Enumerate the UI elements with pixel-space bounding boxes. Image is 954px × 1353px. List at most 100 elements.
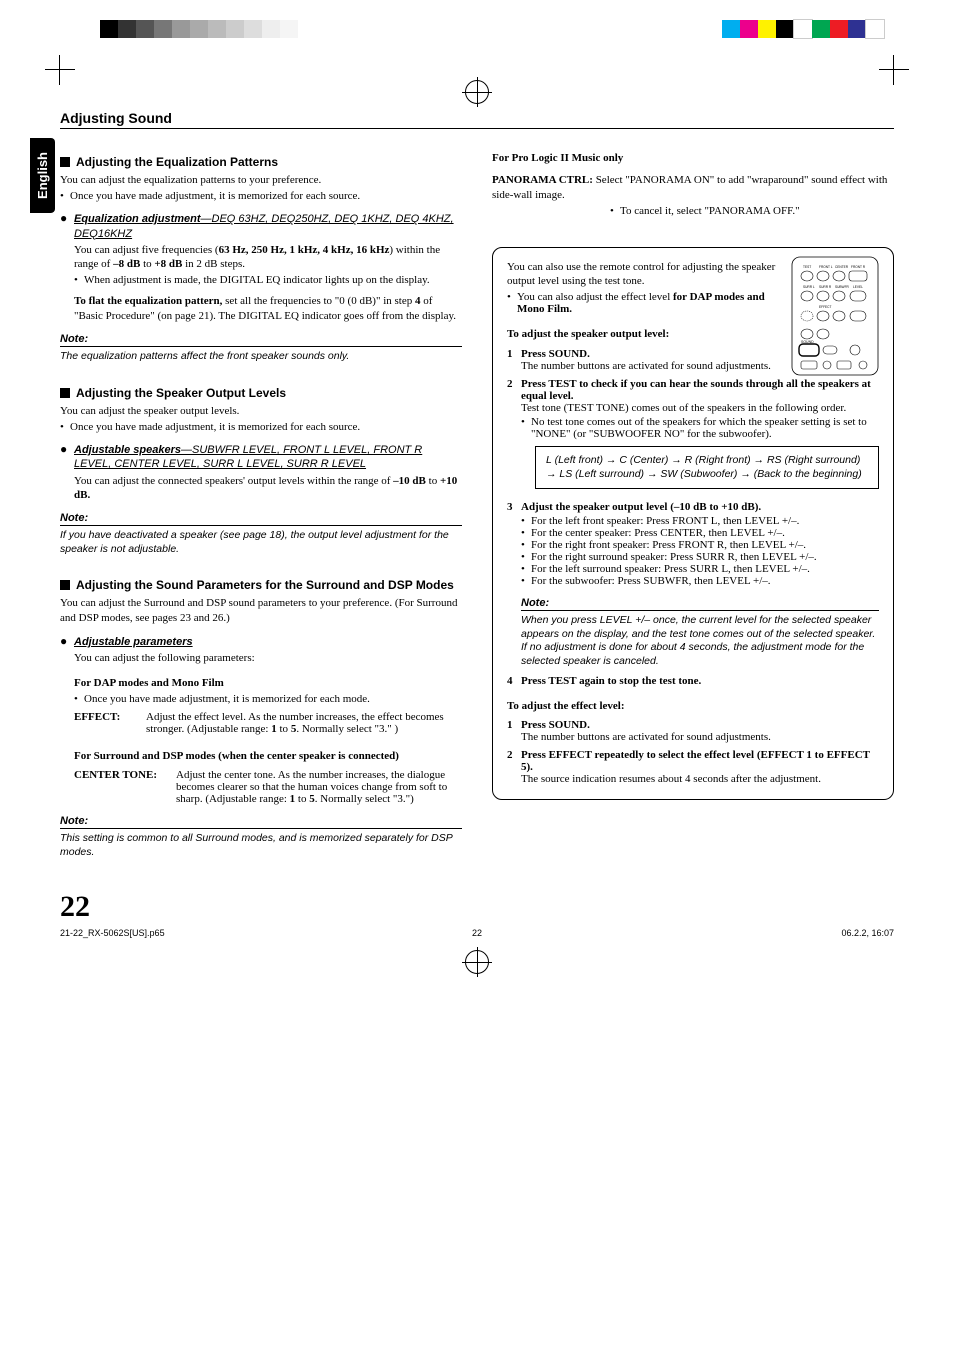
bar-swatch bbox=[100, 20, 118, 38]
bullet-line: • Once you have made adjustment, it is m… bbox=[74, 693, 462, 705]
heading-text: Adjusting the Sound Parameters for the S… bbox=[76, 578, 454, 592]
heading-speaker-levels: Adjusting the Speaker Output Levels bbox=[60, 386, 462, 400]
bullet-line: •For the right surround speaker: Press S… bbox=[521, 551, 879, 563]
subheading-text: Adjustable parameters bbox=[74, 635, 193, 649]
bullet-text: Once you have made adjustment, it is mem… bbox=[70, 190, 360, 202]
bar-swatch bbox=[172, 20, 190, 38]
bar-swatch bbox=[812, 20, 830, 38]
bullet-text: For the right surround speaker: Press SU… bbox=[531, 551, 817, 563]
paragraph: You can adjust five frequencies (63 Hz, … bbox=[74, 243, 462, 272]
definition-center-tone: CENTER TONE: Adjust the center tone. As … bbox=[74, 769, 462, 805]
svg-text:CENTER: CENTER bbox=[835, 265, 849, 269]
bullet-line: •For the right front speaker: Press FRON… bbox=[521, 539, 879, 551]
step-2: 2 Press TEST to check if you can hear th… bbox=[507, 378, 879, 495]
bullet-text: For the subwoofer: Press SUBWFR, then LE… bbox=[531, 575, 771, 587]
bullet-text: For the left surround speaker: Press SUR… bbox=[531, 563, 810, 575]
svg-text:TEST: TEST bbox=[803, 265, 811, 269]
heading-marker-icon bbox=[60, 580, 70, 590]
bar-swatch bbox=[830, 20, 848, 38]
definition-value: Adjust the center tone. As the number in… bbox=[176, 769, 462, 805]
footer-page: 22 bbox=[472, 928, 482, 938]
bullet-text: Once you have made adjustment, it is mem… bbox=[70, 421, 360, 433]
bar-swatch bbox=[776, 20, 794, 38]
remote-control-icon: TEST FRONT L CENTER FRONT R SURR L SURR … bbox=[791, 256, 879, 376]
color-bars bbox=[722, 20, 884, 38]
bullet-line: •For the left surround speaker: Press SU… bbox=[521, 563, 879, 575]
bar-swatch bbox=[794, 20, 812, 38]
bar-swatch bbox=[244, 20, 262, 38]
section-title: Adjusting Sound bbox=[60, 110, 894, 129]
note-heading: Note: bbox=[60, 815, 462, 829]
note-body: When you press LEVEL +/– once, the curre… bbox=[521, 614, 879, 669]
heading-eq: Adjusting the Equalization Patterns bbox=[60, 155, 462, 169]
definition-key: EFFECT: bbox=[74, 711, 146, 735]
note-body: The equalization patterns affect the fro… bbox=[60, 350, 462, 364]
registration-mark bbox=[465, 950, 489, 974]
heading-text: Adjusting the Speaker Output Levels bbox=[76, 386, 286, 400]
dot-icon: ● bbox=[60, 635, 68, 649]
bullet-line: • You can also adjust the effect level f… bbox=[507, 291, 779, 315]
procedure-list: 1 Press SOUND. The number buttons are ac… bbox=[507, 348, 879, 687]
bar-swatch bbox=[154, 20, 172, 38]
bullet-text: To cancel it, select "PANORAMA OFF." bbox=[620, 205, 800, 217]
bullet-icon: • bbox=[521, 575, 531, 587]
paragraph: You can also use the remote control for … bbox=[507, 260, 779, 289]
svg-text:SURR L: SURR L bbox=[803, 285, 815, 289]
bullet-icon: • bbox=[521, 527, 531, 539]
language-tab: English bbox=[30, 138, 55, 213]
right-column: For Pro Logic II Music only PANORAMA CTR… bbox=[492, 147, 894, 860]
subsection-title: For Surround and DSP modes (when the cen… bbox=[74, 749, 462, 763]
definition-panorama: PANORAMA CTRL: Select "PANORAMA ON" to a… bbox=[492, 173, 894, 217]
subheading-adjustable-params: ● Adjustable parameters bbox=[60, 635, 462, 649]
bullet-text: You can also adjust the effect level for… bbox=[517, 291, 779, 315]
bullet-line: •For the subwoofer: Press SUBWFR, then L… bbox=[521, 575, 879, 587]
bullet-line: • Once you have made adjustment, it is m… bbox=[60, 190, 462, 202]
bar-swatch bbox=[722, 20, 740, 38]
subsection-title: For DAP modes and Mono Film bbox=[74, 676, 462, 690]
paragraph: You can adjust the following parameters: bbox=[74, 651, 462, 665]
step-1: 1 Press SOUND. The number buttons are ac… bbox=[507, 719, 879, 743]
note-heading: Note: bbox=[60, 333, 462, 347]
subheading-adjustable-speakers: ● Adjustable speakers—SUBWFR LEVEL, FRON… bbox=[60, 443, 462, 472]
bullet-icon: • bbox=[521, 563, 531, 575]
bar-swatch bbox=[190, 20, 208, 38]
bar-swatch bbox=[136, 20, 154, 38]
paragraph: You can adjust the connected speakers' o… bbox=[74, 474, 462, 503]
crop-mark bbox=[40, 50, 80, 90]
bullet-icon: • bbox=[521, 515, 531, 527]
step-4: 4 Press TEST again to stop the test tone… bbox=[507, 675, 879, 687]
signal-path-box: L (Left front) → C (Center) → R (Right f… bbox=[535, 446, 879, 489]
heading-text: Adjusting the Equalization Patterns bbox=[76, 155, 278, 169]
bullet-line: •For the left front speaker: Press FRONT… bbox=[521, 515, 879, 527]
bullet-icon: • bbox=[74, 274, 84, 286]
svg-text:FRONT R: FRONT R bbox=[851, 265, 866, 269]
svg-text:SUBWFR: SUBWFR bbox=[835, 285, 850, 289]
bar-swatch bbox=[848, 20, 866, 38]
dot-icon: ● bbox=[60, 443, 68, 472]
bar-swatch bbox=[740, 20, 758, 38]
footer-filename: 21-22_RX-5062S[US].p65 bbox=[60, 928, 165, 938]
subsection-title: For Pro Logic II Music only bbox=[492, 151, 894, 165]
bullet-text: Once you have made adjustment, it is mem… bbox=[84, 693, 370, 705]
bullet-line: •For the center speaker: Press CENTER, t… bbox=[521, 527, 879, 539]
svg-text:SURR R: SURR R bbox=[819, 285, 832, 289]
definition-value: Adjust the effect level. As the number i… bbox=[146, 711, 462, 735]
heading-marker-icon bbox=[60, 388, 70, 398]
note-body: This setting is common to all Surround m… bbox=[60, 832, 462, 859]
heading-dsp: Adjusting the Sound Parameters for the S… bbox=[60, 578, 462, 592]
bullet-line: • To cancel it, select "PANORAMA OFF." bbox=[610, 205, 894, 217]
bar-swatch bbox=[118, 20, 136, 38]
paragraph: You can adjust the speaker output levels… bbox=[60, 404, 462, 418]
bar-swatch bbox=[758, 20, 776, 38]
bullet-icon: • bbox=[521, 539, 531, 551]
left-column: Adjusting the Equalization Patterns You … bbox=[60, 147, 462, 860]
page-number: 22 bbox=[60, 890, 894, 924]
svg-text:SOUND: SOUND bbox=[801, 340, 814, 344]
step-2: 2 Press EFFECT repeatedly to select the … bbox=[507, 749, 879, 785]
footer-timestamp: 06.2.2, 16:07 bbox=[841, 928, 894, 938]
definition-key: CENTER TONE: bbox=[74, 769, 176, 805]
bullet-text: For the right front speaker: Press FRONT… bbox=[531, 539, 806, 551]
bullet-icon: • bbox=[507, 291, 517, 315]
bullet-text: For the center speaker: Press CENTER, th… bbox=[531, 527, 785, 539]
print-marks-top bbox=[0, 0, 954, 110]
